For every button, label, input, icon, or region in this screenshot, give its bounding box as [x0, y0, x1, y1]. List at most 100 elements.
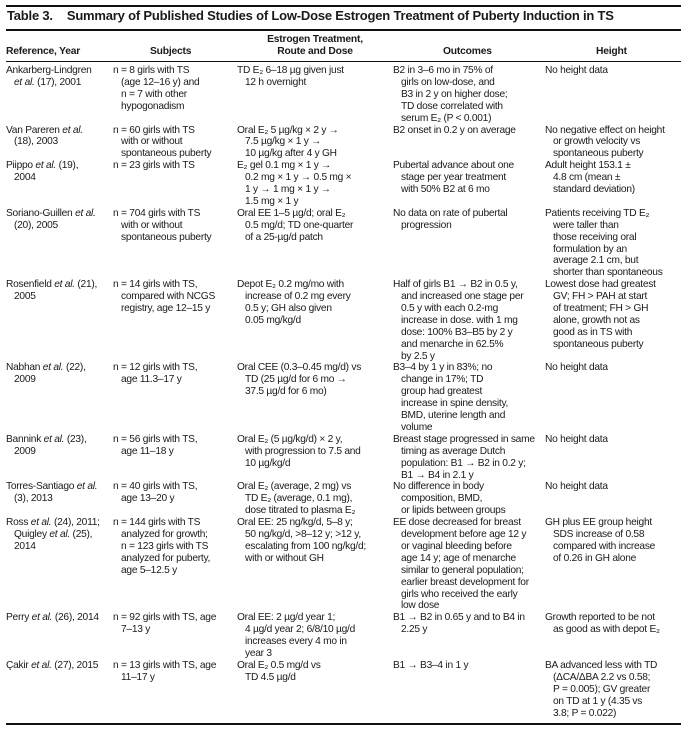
cell-line: 50 ng/kg/d, >8–12 y; >12 y, — [245, 529, 361, 541]
reference-cell: Çakir et al. (27), 2015 — [6, 660, 98, 672]
table-body: Ankarberg-Lindgren et al. (17), 2001 n = 8… — [0, 65, 687, 719]
cell-line: Perry et al. (26), 2014 — [6, 612, 99, 624]
cell-line: 2014 — [14, 540, 36, 552]
cell-line: B2 in 3–6 mo in 75% of — [393, 65, 493, 76]
cell-line: composition, BMD, — [401, 493, 483, 505]
cell-line: Piippo et al. (19), — [6, 160, 79, 172]
cell-line: development before age 12 y — [401, 529, 527, 541]
cell-line: and increased one stage per — [401, 291, 524, 303]
cell-line: progression — [401, 219, 452, 231]
cell-line: n = 123 girls with TS — [121, 540, 209, 552]
cell-line: or lipids between groups — [401, 505, 506, 517]
cell-line: n = 704 girls with TS — [113, 207, 201, 219]
cell-line: Oral E₂ 0.5 mg/d vs — [237, 659, 321, 671]
table-row: Torres-Santiago et al. (3), 2013 n = 40 gi… — [0, 481, 687, 517]
cell-line: formulation by an — [553, 243, 627, 255]
cell-line: of a 25-µg/d patch — [245, 231, 323, 243]
treatment-cell: Oral EE: 25 ng/kg/d, 5–8 y; 50 ng/kg/d, >… — [237, 517, 366, 565]
table-row: Piippo et al. (19), 2004 n = 23 girls with… — [0, 160, 687, 208]
cell-line: Torres-Santiago et al. — [6, 481, 98, 493]
reference-cell: Bannink et al. (23), 2009 — [6, 434, 87, 458]
cell-line: 2009 — [14, 445, 36, 457]
cell-line: Oral E₂ 5 µg/kg × 2 y → — [237, 124, 339, 136]
cell-line: n = 144 girls with TS — [113, 517, 201, 529]
cell-line: B2 onset in 0.2 y on average — [393, 124, 516, 136]
treatment-cell: E₂ gel 0.1 mg × 1 y → 0.2 mg × 1 y → 0.5 … — [237, 160, 352, 208]
cell-line: with or without — [121, 136, 183, 148]
outcomes-cell: B2 onset in 0.2 y on average — [393, 125, 516, 137]
treatment-cell: Oral E₂ 0.5 mg/d vs TD 4.5 µg/d — [237, 660, 321, 684]
treatment-cell: TD E₂ 6–18 µg given just 12 h overnight — [237, 65, 344, 89]
cell-line: change in 17%; TD — [401, 374, 484, 386]
cell-line: 1.5 mg × 1 y — [245, 195, 299, 207]
cell-line: as good as with depot E₂ — [553, 624, 660, 636]
reference-cell: Torres-Santiago et al. (3), 2013 — [6, 481, 98, 505]
cell-line: (age 12–16 y) and — [121, 76, 200, 88]
reference-cell: Rosenfield et al. (21), 2005 — [6, 279, 97, 303]
cell-line: or growth velocity vs — [553, 136, 641, 148]
reference-cell: Van Pareren et al. (18), 2003 — [6, 125, 83, 149]
cell-line: alone, growth not as — [553, 314, 640, 326]
cell-line: 2004 — [14, 172, 36, 184]
cell-line: Rosenfield et al. (21), — [6, 279, 98, 291]
table-row: Soriano-Guillen et al. (20), 2005 n = 704 … — [0, 208, 687, 279]
outcomes-cell: B3–4 by 1 y in 83%; no change in 17%; TD g… — [393, 362, 508, 433]
cell-line: dose titrated to plasma E₂ — [245, 505, 356, 517]
cell-line: dose: 100% B3–B5 by 2 y — [401, 326, 513, 338]
cell-line: population: B1 → B2 in 0.2 y; — [401, 457, 526, 469]
cell-line: No negative effect on height — [545, 124, 665, 136]
treatment-cell: Oral EE: 2 µg/d year 1; 4 µg/d year 2; 6/… — [237, 612, 355, 660]
cell-line: registry, age 12–15 y — [121, 302, 211, 314]
cell-line: with 50% B2 at 6 mo — [401, 184, 490, 195]
cell-line: Patients receiving TD E₂ — [545, 207, 650, 219]
cell-line: Ross et al. (24), 2011; — [6, 517, 100, 529]
cell-line: n = 12 girls with TS, — [113, 362, 198, 374]
subjects-cell: n = 8 girls with TS (age 12–16 y) and n = … — [113, 65, 200, 113]
cell-line: EE dose decreased for breast — [393, 517, 521, 529]
outcomes-cell: Half of girls B1 → B2 in 0.5 y, and incre… — [393, 279, 524, 362]
cell-line: (3), 2013 — [14, 493, 53, 505]
cell-line: stage per year treatment — [401, 172, 506, 184]
cell-line: shorter than spontaneous — [553, 267, 663, 279]
table-row: Rosenfield et al. (21), 2005 n = 14 girls … — [0, 279, 687, 362]
cell-line: low dose — [401, 600, 440, 612]
cell-line: Oral EE: 2 µg/d year 1; — [237, 612, 336, 624]
treatment-cell: Oral E₂ (average, 2 mg) vs TD E₂ (average… — [237, 481, 355, 517]
cell-line: with progression to 7.5 and — [245, 445, 361, 457]
table-row: Bannink et al. (23), 2009 n = 56 girls wit… — [0, 434, 687, 482]
cell-line: Nabhan et al. (22), — [6, 362, 86, 374]
treatment-cell: Oral E₂ (5 µg/kg/d) × 2 y, with progressi… — [237, 434, 361, 470]
height-cell: Growth reported to be not as good as with… — [545, 612, 660, 636]
cell-line: P = 0.005); GV greater — [553, 683, 651, 695]
cell-line: Soriano-Guillen et al. — [6, 207, 96, 219]
cell-line: analyzed for growth; — [121, 529, 208, 541]
cell-line: year 3 — [245, 648, 272, 660]
table-row: Van Pareren et al. (18), 2003 n = 60 girls… — [0, 125, 687, 161]
reference-cell: Ankarberg-Lindgren et al. (17), 2001 — [6, 65, 92, 89]
subjects-cell: n = 60 girls with TS with or without spont… — [113, 125, 212, 161]
table-row: Perry et al. (26), 2014 n = 92 girls with… — [0, 612, 687, 660]
cell-line: on TD at 1 y (4.35 vs — [553, 695, 643, 707]
cell-line: similar to general population; — [401, 564, 524, 576]
cell-line: age 5–12.5 y — [121, 564, 177, 576]
header-subjects: Subjects — [150, 46, 192, 57]
cell-line: E₂ gel 0.1 mg × 1 y → — [237, 160, 332, 172]
cell-line: GH plus EE group height — [545, 517, 652, 529]
cell-line: Ankarberg-Lindgren — [6, 65, 92, 76]
cell-line: compared with NCGS — [121, 291, 216, 303]
treatment-cell: Oral E₂ 5 µg/kg × 2 y → 7.5 µg/kg × 1 y →… — [237, 125, 339, 161]
subjects-cell: n = 144 girls with TS analyzed for growth… — [113, 517, 210, 577]
cell-line: with or without — [121, 219, 183, 231]
cell-line: (18), 2003 — [14, 136, 58, 148]
treatment-cell: Depot E₂ 0.2 mg/mo with increase of 0.2 m… — [237, 279, 351, 327]
outcomes-cell: B1 → B2 in 0.65 y and to B4 in 2.25 y — [393, 612, 525, 636]
cell-line: B1 → B3–4 in 1 y — [393, 659, 469, 671]
cell-line: n = 7 with other — [121, 88, 187, 100]
cell-line: n = 8 girls with TS — [113, 65, 190, 76]
cell-line: increase in dose. with 1 mg — [401, 314, 518, 326]
outcomes-cell: No data on rate of pubertal progression — [393, 208, 508, 232]
cell-line: analyzed for puberty, — [121, 552, 211, 564]
cell-line: n = 92 girls with TS, age — [113, 612, 217, 624]
reference-cell: Perry et al. (26), 2014 — [6, 612, 99, 624]
cell-line: 2009 — [14, 374, 36, 386]
